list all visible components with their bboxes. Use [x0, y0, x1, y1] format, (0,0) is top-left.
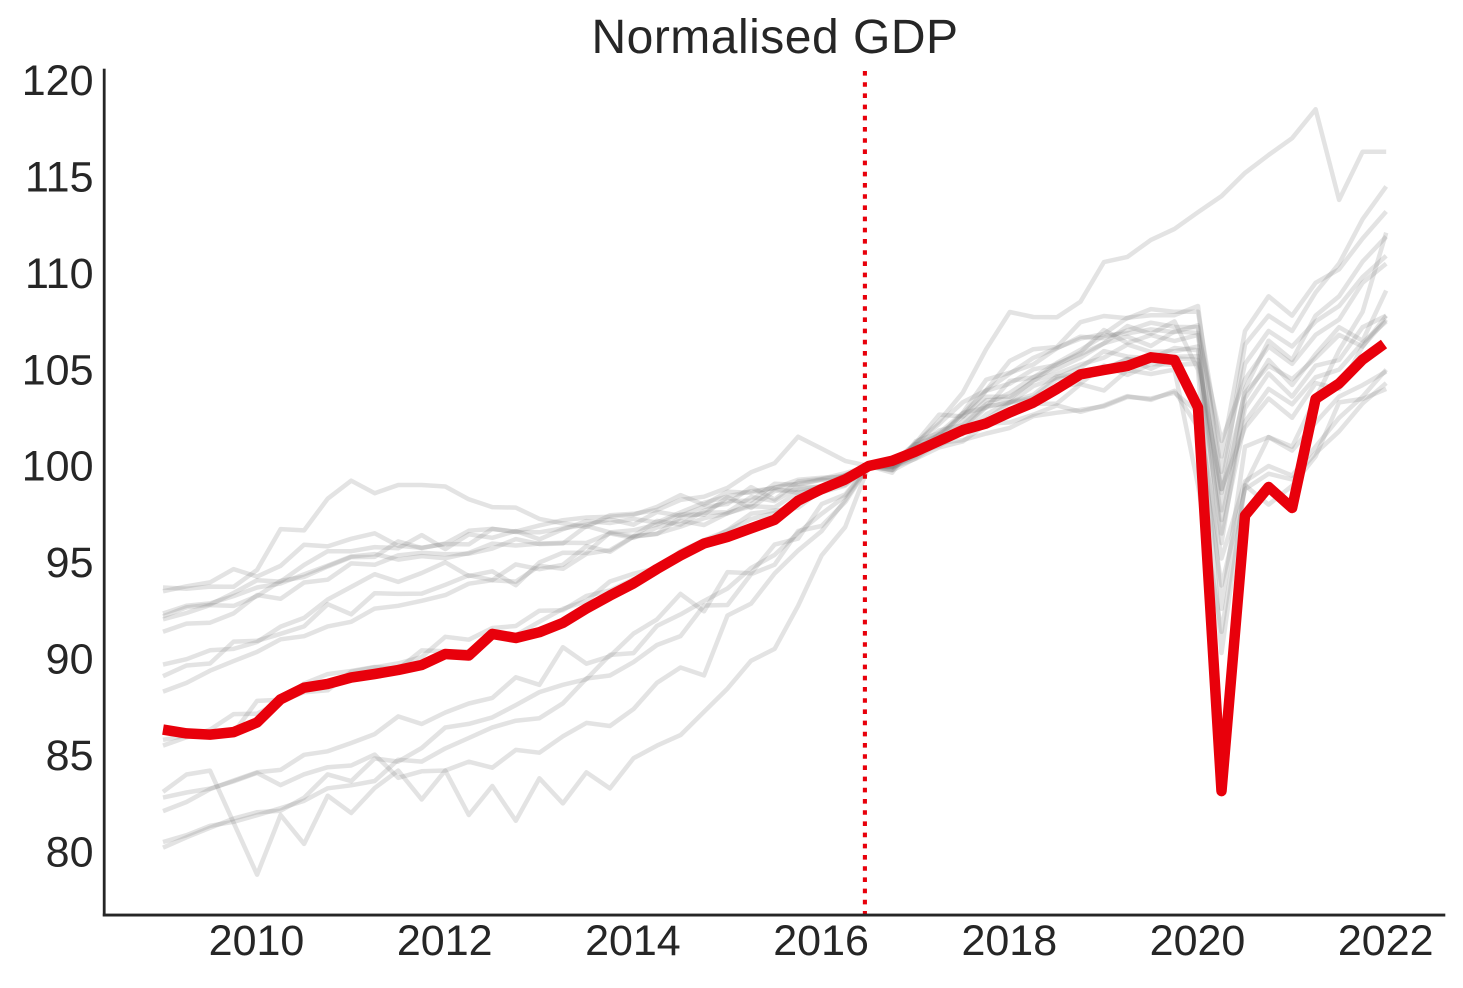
- svg-text:115: 115: [25, 154, 94, 202]
- svg-text:2016: 2016: [773, 917, 869, 965]
- svg-text:95: 95: [46, 539, 94, 587]
- svg-text:2018: 2018: [961, 917, 1057, 965]
- svg-text:120: 120: [22, 57, 94, 105]
- svg-text:90: 90: [46, 636, 94, 684]
- svg-text:85: 85: [46, 732, 94, 780]
- svg-text:105: 105: [22, 346, 94, 394]
- svg-text:110: 110: [25, 250, 94, 298]
- svg-text:2010: 2010: [209, 917, 305, 965]
- svg-text:2020: 2020: [1150, 917, 1246, 965]
- svg-text:Normalised GDP: Normalised GDP: [591, 11, 958, 64]
- svg-text:80: 80: [46, 828, 94, 876]
- svg-text:2014: 2014: [585, 917, 681, 965]
- svg-text:100: 100: [22, 443, 94, 491]
- svg-text:2012: 2012: [397, 917, 493, 965]
- svg-text:2022: 2022: [1338, 917, 1434, 965]
